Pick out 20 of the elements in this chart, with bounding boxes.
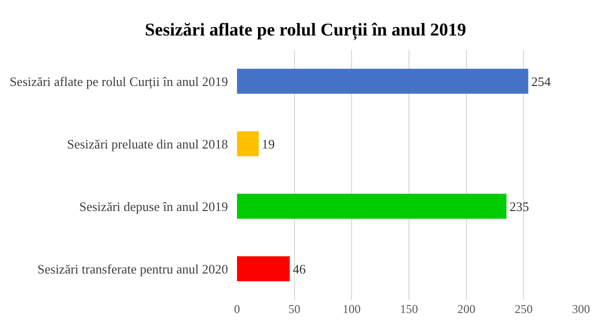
chart-title: Sesizări aflate pe rolul Curții în anul 2019 bbox=[144, 20, 466, 41]
y-tick-label: Sesizări transferate pentru anul 2020 bbox=[37, 261, 228, 276]
y-tick-label: Sesizări depuse în anul 2019 bbox=[79, 198, 228, 214]
data-label: 46 bbox=[292, 261, 306, 276]
x-tick-label: 200 bbox=[457, 302, 476, 316]
data-label: 254 bbox=[531, 74, 552, 89]
y-tick-label: Sesizări preluate din anul 2018 bbox=[66, 136, 228, 152]
y-tick-label: Sesizări aflate pe rolul Curții în anul 2019 bbox=[10, 74, 228, 89]
bar bbox=[237, 131, 259, 156]
x-tick-label: 300 bbox=[572, 302, 590, 316]
x-tick-label: 250 bbox=[514, 302, 533, 316]
data-label: 19 bbox=[262, 136, 275, 152]
x-tick-label: 0 bbox=[234, 302, 240, 316]
bar bbox=[237, 68, 528, 94]
x-tick-label: 50 bbox=[288, 302, 300, 316]
x-tick-label: 100 bbox=[342, 302, 361, 316]
bar bbox=[237, 194, 506, 219]
bar bbox=[237, 256, 290, 282]
x-tick-label: 150 bbox=[400, 302, 418, 316]
data-label: 235 bbox=[509, 198, 529, 214]
